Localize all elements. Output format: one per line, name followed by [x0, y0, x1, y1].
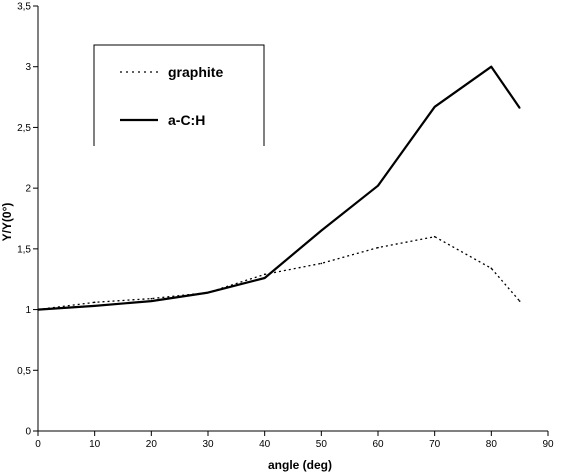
- x-tick-label: 20: [146, 439, 158, 450]
- x-tick-label: 80: [486, 439, 498, 450]
- y-axis-title: Y/Y(0°): [0, 203, 14, 242]
- x-tick-label: 0: [35, 439, 41, 450]
- y-tick-label: 0: [25, 427, 31, 438]
- series-2-point: [433, 105, 436, 108]
- series-1-point: [150, 297, 153, 300]
- series-1-point: [433, 235, 436, 238]
- axes: 0 0,5 1 1,5 2 2,5 3 3,5 0 10 20 30 40 50 60 70 80 90: [17, 2, 554, 451]
- series-2-point: [263, 277, 266, 279]
- y-tick-label: 2,5: [17, 123, 31, 134]
- series-2-point: [93, 305, 96, 307]
- x-tick-label: 40: [259, 439, 271, 450]
- series-line-1: [37, 236, 521, 311]
- series-2-point: [150, 300, 153, 302]
- series-1-point: [490, 267, 493, 270]
- legend-label-1: graphite: [168, 64, 223, 80]
- x-tick-label: 50: [316, 439, 328, 450]
- series-1-point: [320, 262, 323, 265]
- y-tick-label: 1: [25, 305, 31, 316]
- y-tick-label: 0,5: [17, 366, 31, 377]
- x-tick-label: 90: [542, 439, 554, 450]
- series-layer: [37, 65, 521, 311]
- series-2-point: [320, 229, 323, 232]
- legend: graphite a-C:H: [93, 44, 265, 146]
- x-tick-label: 60: [372, 439, 384, 450]
- y-tick-label: 3: [25, 62, 31, 73]
- series-1-point: [93, 301, 96, 304]
- legend-label-2: a-C:H: [168, 112, 205, 128]
- series-2-point: [490, 65, 493, 68]
- series-1-point: [518, 300, 521, 302]
- series-1-point: [377, 246, 379, 249]
- y-tick-label: 3,5: [17, 2, 31, 13]
- series-line-2: [37, 65, 521, 311]
- series-2-point: [377, 184, 379, 187]
- y-tick-label: 2: [25, 184, 31, 195]
- series-1-point: [263, 273, 266, 276]
- x-tick-label: 10: [89, 439, 101, 450]
- x-tick-label: 70: [429, 439, 441, 450]
- series-2-point: [207, 291, 209, 294]
- legend-box: [93, 44, 265, 146]
- y-tick-label: 1,5: [17, 244, 31, 255]
- x-axis-title: angle (deg): [268, 458, 332, 472]
- x-tick-label: 30: [202, 439, 214, 450]
- series-2-point: [518, 107, 521, 109]
- series-2-point: [37, 308, 39, 311]
